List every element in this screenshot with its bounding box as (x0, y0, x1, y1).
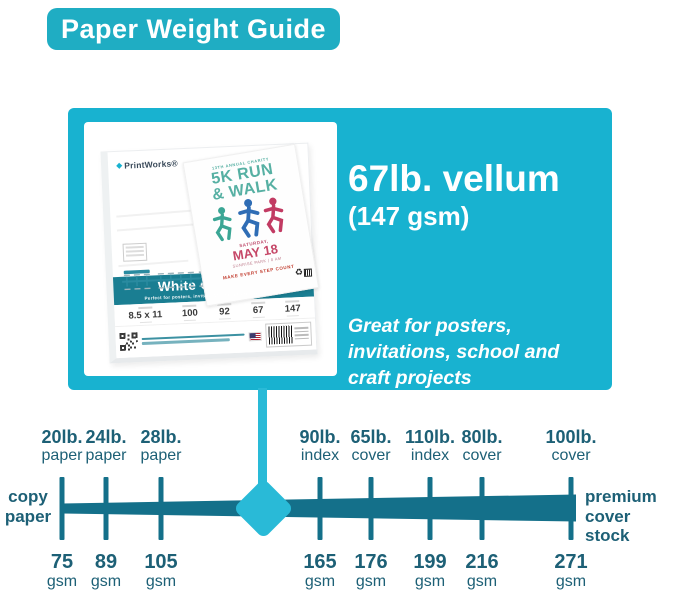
brand-diamond-icon: ◆ (115, 160, 123, 170)
gsm-unit: gsm (355, 573, 387, 591)
highlight-text-block: 67lb. vellum (147 gsm) Great for posters… (348, 158, 598, 392)
weight-type: paper (41, 447, 83, 465)
scale-point-label: 80lb. cover (437, 427, 527, 465)
spec-gsm: 147 (284, 299, 301, 317)
weight-lb: 100lb. (545, 427, 597, 447)
gsm-unit: gsm (304, 573, 336, 591)
scale-gsm-label: 199 gsm (385, 551, 475, 591)
5k-run-flyer: 13TH ANNUAL CHARITY 5K RUN & WALK (182, 143, 320, 307)
gsm-unit: gsm (555, 573, 587, 591)
package-footnote-lines (141, 331, 245, 346)
decorative-line (116, 222, 203, 232)
spec-lb-weight: 67 (250, 301, 266, 319)
gsm-value: 176 (354, 551, 388, 573)
recycle-icon: ♻ (294, 266, 304, 278)
weight-lb: 80lb. (461, 427, 503, 447)
gsm-value: 216 (465, 551, 499, 573)
stamp-label (122, 242, 148, 262)
barcode-label (265, 321, 313, 348)
scale-gsm-label: 75 gsm (17, 551, 107, 591)
header-banner: Paper Weight Guide (47, 8, 340, 50)
weight-scale-axis (59, 477, 576, 540)
scale-gsm-label: 105 gsm (116, 551, 206, 591)
scale-point-label: 24lb. paper (61, 427, 151, 465)
gsm-unit: gsm (90, 573, 122, 591)
certification-icon (303, 268, 313, 277)
scale-point-label: 90lb. index (275, 427, 365, 465)
gsm-value: 89 (94, 551, 118, 573)
scale-point-label: 100lb. cover (526, 427, 616, 465)
mini-weight-scale (122, 269, 207, 291)
highlight-description: Great for posters, invitations, school a… (348, 314, 560, 389)
weight-lb: 110lb. (404, 427, 456, 447)
scale-gsm-label: 271 gsm (526, 551, 616, 591)
weight-type: index (300, 447, 340, 465)
weight-type: cover (351, 447, 391, 465)
scale-point-label: 20lb. paper (17, 427, 107, 465)
us-flag-icon (248, 331, 262, 341)
scale-point-label: 65lb. cover (326, 427, 416, 465)
scale-ticks (59, 477, 574, 540)
spec-value: 67 (252, 304, 264, 316)
weight-lb: 28lb. (140, 427, 182, 447)
barcode (268, 325, 294, 345)
gsm-value: 271 (554, 551, 588, 573)
weight-lb: 20lb. (41, 427, 83, 447)
gsm-unit: gsm (46, 573, 78, 591)
highlight-gsm: (147 gsm) (348, 200, 470, 231)
gsm-unit: gsm (414, 573, 446, 591)
weight-lb: 90lb. (299, 427, 341, 447)
scale-gsm-label: 89 gsm (61, 551, 151, 591)
weight-type: paper (140, 447, 182, 465)
recycle-certification-mark: ♻ (294, 266, 313, 278)
gsm-unit: gsm (145, 573, 177, 591)
brand-logo: ◆ PrintWorks® (116, 158, 178, 171)
weight-type: index (410, 447, 450, 465)
weight-lb: 65lb. (350, 427, 392, 447)
cardstock-package: ◆ PrintWorks® (100, 142, 320, 364)
weight-type: paper (85, 447, 127, 465)
highlight-weight: 67lb. vellum (348, 158, 560, 199)
scale-point-label: 28lb. paper (116, 427, 206, 465)
spec-size: 8.5 x 11 (128, 306, 163, 324)
scale-right-end-label: premium cover stock (585, 487, 657, 546)
scale-gsm-label: 216 gsm (437, 551, 527, 591)
product-image-card: ◆ PrintWorks® (84, 122, 337, 376)
scale-gsm-label: 176 gsm (326, 551, 416, 591)
page-title: Paper Weight Guide (60, 13, 327, 44)
gsm-value: 165 (303, 551, 337, 573)
spec-brightness: 92 (217, 302, 232, 320)
spec-value: 92 (218, 305, 230, 318)
spec-value: 147 (284, 302, 301, 315)
gsm-unit: gsm (466, 573, 498, 591)
spec-value: 100 (181, 307, 199, 319)
spec-value: 8.5 x 11 (128, 308, 163, 322)
package-front: ◆ PrintWorks® (108, 143, 320, 307)
marker-connector-line (258, 388, 267, 492)
package-bottom-strip (115, 318, 317, 359)
weight-lb: 24lb. (85, 427, 127, 447)
qr-code (119, 332, 138, 351)
scale-gsm-label: 165 gsm (275, 551, 365, 591)
gsm-value: 199 (413, 551, 447, 573)
weight-type: cover (551, 447, 591, 465)
gsm-value: 105 (144, 551, 178, 573)
brand-name: PrintWorks® (124, 158, 179, 171)
highlight-box: ◆ PrintWorks® (68, 108, 612, 390)
gsm-value: 75 (50, 551, 74, 573)
scale-point-label: 110lb. index (385, 427, 475, 465)
weight-type: cover (462, 447, 502, 465)
scale-left-end-label: copy paper (4, 487, 52, 526)
spec-sheets: 100 (181, 304, 199, 322)
